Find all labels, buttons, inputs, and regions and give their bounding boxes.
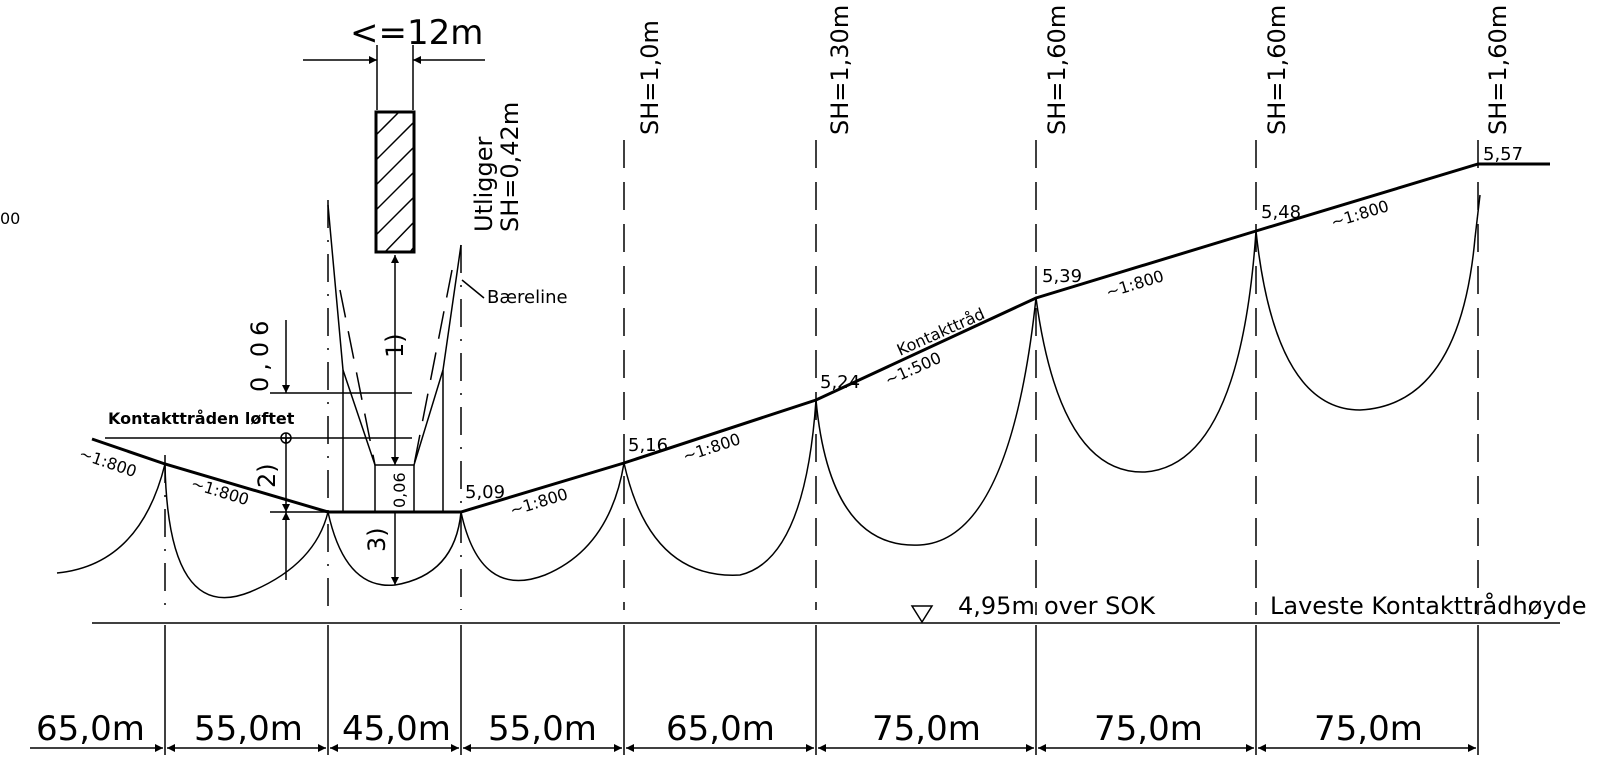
- span-length-label: 75,0m: [1094, 709, 1203, 749]
- wire-height-label: 5,16: [628, 435, 668, 456]
- span-length-label: 75,0m: [1314, 709, 1423, 749]
- span-length-label: 55,0m: [488, 709, 597, 749]
- gradient-label: ~1:800: [1104, 266, 1166, 302]
- reference-lowest-label: Laveste Kontakttrådhøyde: [1270, 591, 1587, 620]
- span-length-label: 75,0m: [872, 709, 981, 749]
- carrier-wire-callout: Bæreline: [461, 279, 568, 308]
- system-height-label: SH=1,60m: [1043, 5, 1071, 135]
- reference-over-label: over SOK: [1044, 592, 1156, 620]
- span-length-label: 45,0m: [342, 709, 451, 749]
- left-scale-fragment: 00: [0, 209, 20, 228]
- contact-wire: [91, 162, 1550, 514]
- top-width-label: <=12m: [350, 13, 483, 53]
- wire-height-label: 5,24: [820, 372, 860, 393]
- gradient-label: ~1:800: [77, 444, 139, 481]
- lifted-label: Kontakttråden løftet: [108, 409, 295, 428]
- reference-line: 4,95m over SOK Laveste Kontakttrådhøyde: [92, 591, 1587, 624]
- cantilever-label: Utligger: [470, 136, 498, 232]
- note-1: 1): [381, 333, 409, 358]
- span-dimensions: 65,0m 55,0m 45,0m 55,0m 65,0m 75,0m 75,0…: [30, 709, 1476, 752]
- note-3: 3): [363, 527, 391, 552]
- lift-dimensions: 0,06 2) 1) 3) 0,06 Kontakttråden løftet: [105, 315, 412, 580]
- cantilever-system-height: SH=0,42m: [496, 102, 524, 232]
- pantograph-envelope: [327, 204, 462, 585]
- dim-006-small: 0,06: [390, 472, 409, 508]
- wire-height-labels: 5,09 5,16 5,24 5,39 5,48 5,57: [465, 144, 1523, 503]
- system-height-label: SH=1,30m: [826, 5, 854, 135]
- system-height-label: SH=1,0m: [636, 20, 664, 135]
- sag-curves: [56, 194, 1481, 599]
- wire-height-label: 5,09: [465, 482, 505, 503]
- wire-height-label: 5,57: [1483, 144, 1523, 165]
- reference-height-label: 4,95m: [958, 592, 1035, 620]
- gradient-label: ~1:800: [1329, 196, 1391, 232]
- wire-height-label: 5,48: [1261, 202, 1301, 223]
- cantilever-label-group: Utligger SH=0,42m: [470, 102, 524, 232]
- note-2: 2): [253, 463, 281, 488]
- carrier-wire-label: Bæreline: [487, 287, 568, 308]
- dim-006-vertical: 0,06: [246, 315, 274, 392]
- wire-height-label: 5,39: [1042, 266, 1082, 287]
- system-height-label: SH=1,60m: [1263, 5, 1291, 135]
- span-length-label: 55,0m: [194, 709, 303, 749]
- span-length-label: 65,0m: [36, 709, 145, 749]
- pantograph-block: [374, 110, 416, 254]
- contact-wire-label: Kontakttråd: [894, 304, 988, 360]
- top-width-dimension: <=12m: [303, 13, 485, 110]
- system-height-labels: SH=1,0m SH=1,30m SH=1,60m SH=1,60m SH=1,…: [636, 5, 1512, 135]
- span-length-label: 65,0m: [666, 709, 775, 749]
- system-height-label: SH=1,60m: [1484, 5, 1512, 135]
- support-lines: [164, 140, 1479, 755]
